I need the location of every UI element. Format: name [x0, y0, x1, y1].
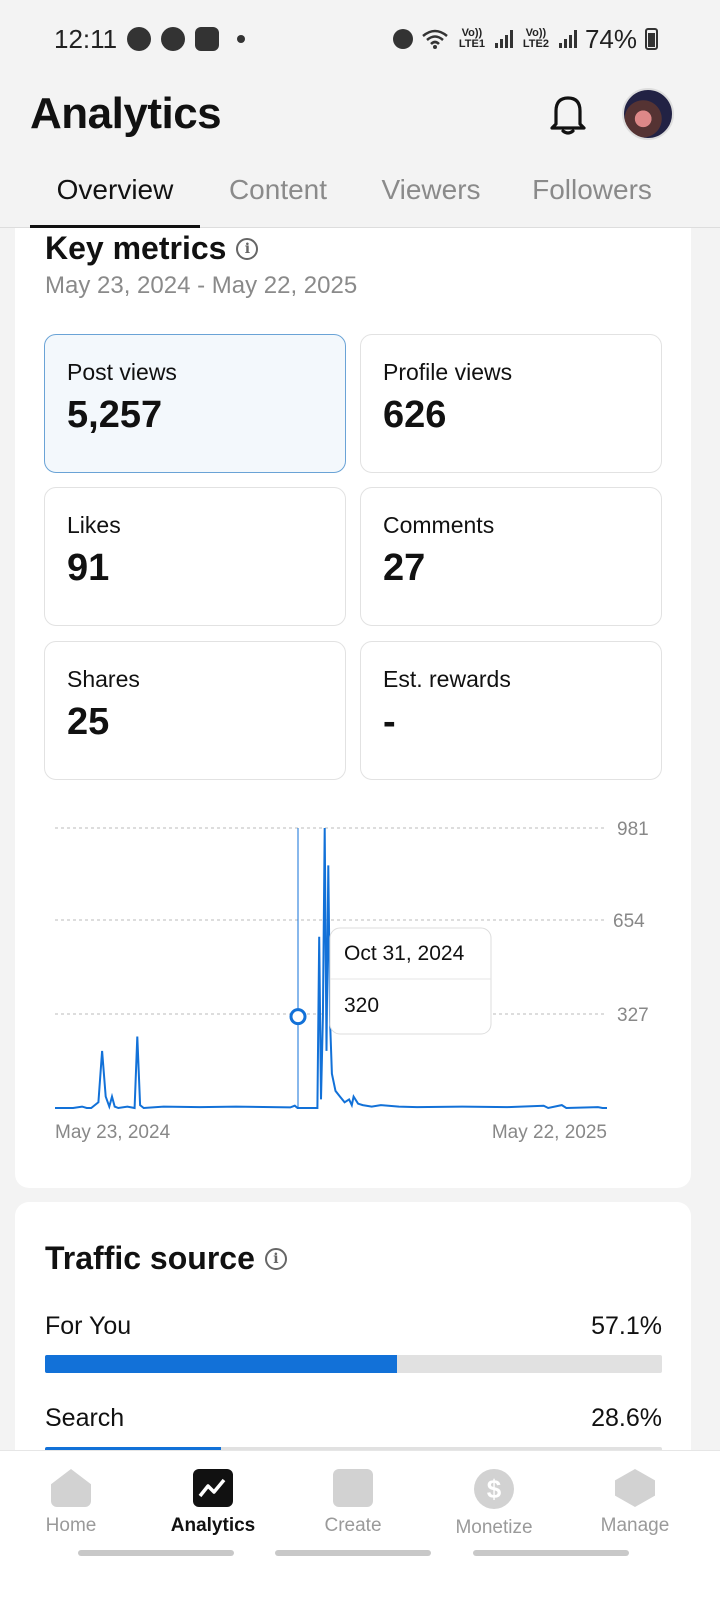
metric-comments[interactable]: Comments 27 — [360, 487, 662, 626]
date-range: May 23, 2024 - May 22, 2025 — [45, 272, 358, 299]
nav-analytics[interactable]: Analytics — [148, 1469, 278, 1537]
x-end-label: May 22, 2025 — [492, 1122, 607, 1143]
chat-icon — [127, 27, 152, 51]
y-tick-label: 654 — [613, 911, 645, 932]
bottom-nav: Home Analytics Create $ Monetize Manage — [0, 1450, 720, 1600]
gesture-bar — [473, 1550, 629, 1556]
battery-icon — [645, 28, 658, 50]
dollar-icon: $ — [474, 1469, 514, 1509]
lte2-label: Vo)) LTE2 — [522, 27, 549, 50]
y-tick-label: 327 — [617, 1005, 649, 1026]
y-tick-label: 981 — [617, 819, 649, 840]
tab-bar: Overview Content Viewers Followers — [0, 160, 720, 229]
nav-label: Manage — [600, 1515, 670, 1536]
key-metrics-title: Key metrics — [45, 230, 227, 266]
metric-value: 626 — [383, 394, 447, 436]
status-bar: 12:11 Vo)) LTE1 Vo)) LTE2 74% — [0, 0, 720, 78]
metric-profile-views[interactable]: Profile views 626 — [360, 334, 662, 473]
tab-content[interactable]: Content — [228, 174, 328, 205]
post-views-chart[interactable]: 981 654 327 May 23, 2024 May 22, 2025 Oc… — [15, 808, 691, 1148]
traffic-percent: 57.1% — [591, 1312, 662, 1340]
tab-viewers[interactable]: Viewers — [381, 174, 481, 205]
avatar[interactable] — [622, 88, 674, 140]
battery-percent: 74% — [584, 23, 637, 54]
layers-icon — [615, 1469, 655, 1507]
nav-monetize[interactable]: $ Monetize — [429, 1469, 559, 1539]
nav-label: Home — [45, 1515, 97, 1536]
nav-manage[interactable]: Manage — [570, 1469, 700, 1537]
metric-value: 25 — [67, 701, 110, 743]
gesture-bar — [275, 1550, 431, 1556]
info-icon[interactable]: i — [236, 237, 259, 260]
info-icon[interactable]: i — [264, 1247, 287, 1270]
metric-post-views[interactable]: Post views 5,257 — [44, 334, 346, 473]
signal-icon — [494, 30, 513, 48]
metric-label: Likes — [67, 512, 121, 538]
metric-value: - — [383, 701, 396, 743]
chart-tooltip: Oct 31, 2024 320 — [329, 927, 492, 1035]
clock: 12:11 — [54, 23, 118, 54]
metric-label: Post views — [67, 359, 177, 385]
traffic-bar — [45, 1355, 662, 1373]
tab-followers[interactable]: Followers — [532, 174, 652, 205]
nav-label: Monetize — [455, 1517, 533, 1538]
app-header: Analytics — [0, 78, 720, 150]
discord-icon — [195, 27, 220, 51]
wifi-icon — [422, 29, 448, 49]
traffic-label: Search — [45, 1404, 125, 1432]
traffic-source-heading: Traffic source i — [45, 1240, 287, 1277]
x-start-label: May 23, 2024 — [55, 1122, 171, 1143]
metric-value: 5,257 — [67, 394, 163, 436]
metric-label: Profile views — [383, 359, 513, 385]
create-icon — [333, 1469, 373, 1507]
metric-shares[interactable]: Shares 25 — [44, 641, 346, 780]
traffic-source-card: Traffic source i For You 57.1% Search 28… — [15, 1202, 691, 1465]
tooltip-value: 320 — [344, 994, 379, 1017]
metric-value: 27 — [383, 547, 426, 589]
page-title: Analytics — [30, 89, 222, 138]
nav-home[interactable]: Home — [6, 1469, 136, 1537]
nav-label: Create — [324, 1515, 382, 1536]
key-metrics-card: Key metrics i May 23, 2024 - May 22, 202… — [15, 228, 691, 1188]
nav-label: Analytics — [170, 1515, 256, 1536]
analytics-icon — [193, 1469, 233, 1507]
series-line — [55, 827, 607, 1110]
tooltip-date: Oct 31, 2024 — [344, 942, 465, 965]
lte1-label: Vo)) LTE1 — [458, 27, 485, 50]
metric-label: Est. rewards — [383, 666, 511, 692]
highlight-point — [289, 1008, 307, 1026]
metric-likes[interactable]: Likes 91 — [44, 487, 346, 626]
traffic-percent: 28.6% — [591, 1404, 662, 1432]
alarm-icon — [392, 29, 413, 49]
tab-overview[interactable]: Overview — [30, 160, 200, 229]
gesture-bar — [78, 1550, 234, 1556]
metric-label: Shares — [67, 666, 140, 692]
home-icon — [51, 1469, 91, 1507]
more-notifications-icon — [237, 35, 246, 43]
traffic-label: For You — [45, 1312, 132, 1340]
bell-icon[interactable] — [548, 92, 588, 136]
traffic-source-title: Traffic source — [45, 1240, 255, 1276]
nav-create[interactable]: Create — [288, 1469, 418, 1537]
key-metrics-heading: Key metrics i — [45, 230, 259, 267]
whatsapp-icon — [161, 27, 186, 51]
traffic-bar-fill — [45, 1355, 398, 1373]
metric-est-rewards[interactable]: Est. rewards - — [360, 641, 662, 780]
metric-value: 91 — [67, 547, 110, 589]
traffic-row-for-you: For You 57.1% — [45, 1312, 662, 1373]
metric-label: Comments — [383, 512, 495, 538]
signal-icon — [558, 30, 577, 48]
